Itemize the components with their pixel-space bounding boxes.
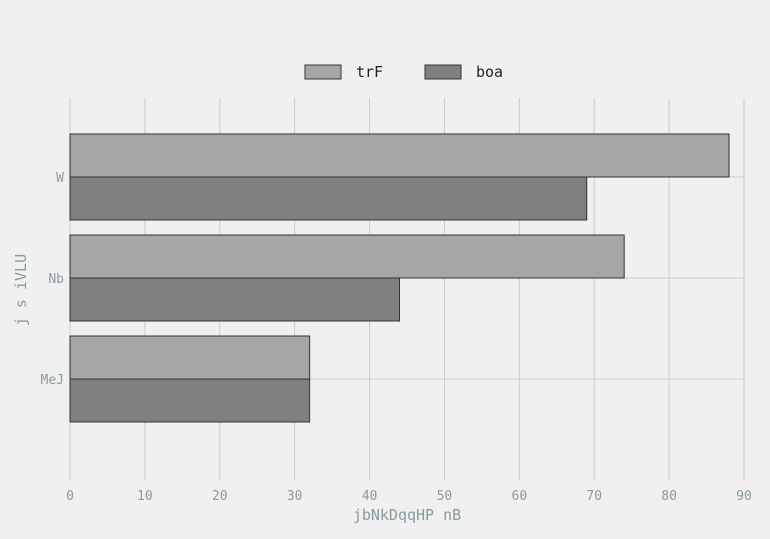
y-tick-labels: W Nb MeJ (41, 171, 65, 388)
legend-swatch-boa (424, 64, 462, 80)
x-tick-label: 70 (586, 489, 602, 504)
x-tick-label: 40 (362, 489, 378, 504)
bars (69, 133, 730, 423)
x-tick-label: 60 (512, 489, 528, 504)
bar-trF-W (69, 133, 730, 178)
bar-trF-MeJ (69, 335, 311, 380)
x-tick-label: 50 (437, 489, 453, 504)
x-tick-label: 20 (212, 489, 228, 504)
x-tick-labels: 0 10 20 30 40 50 60 70 80 90 (66, 489, 752, 504)
legend-swatch-trF (304, 64, 342, 80)
y-tick-label: MeJ (41, 373, 64, 388)
y-axis-title: j s iVLU (12, 254, 30, 326)
x-axis-title: jbNkDqqHP nB (353, 506, 461, 524)
bar-trF-Nb (69, 234, 625, 279)
bar-boa-MeJ (69, 378, 311, 423)
x-tick-label: 80 (661, 489, 677, 504)
legend: trF boa (304, 63, 503, 81)
x-tick-label: 30 (287, 489, 303, 504)
y-tick-label: W (56, 171, 64, 186)
bar-boa-Nb (69, 277, 401, 322)
legend-label-boa: boa (476, 63, 503, 81)
x-tick-label: 10 (137, 489, 153, 504)
legend-label-trF: trF (356, 63, 383, 81)
x-tick-label: 0 (66, 489, 74, 504)
bar-boa-W (69, 176, 588, 221)
x-tick-label: 90 (736, 489, 752, 504)
y-tick-label: Nb (48, 272, 64, 287)
